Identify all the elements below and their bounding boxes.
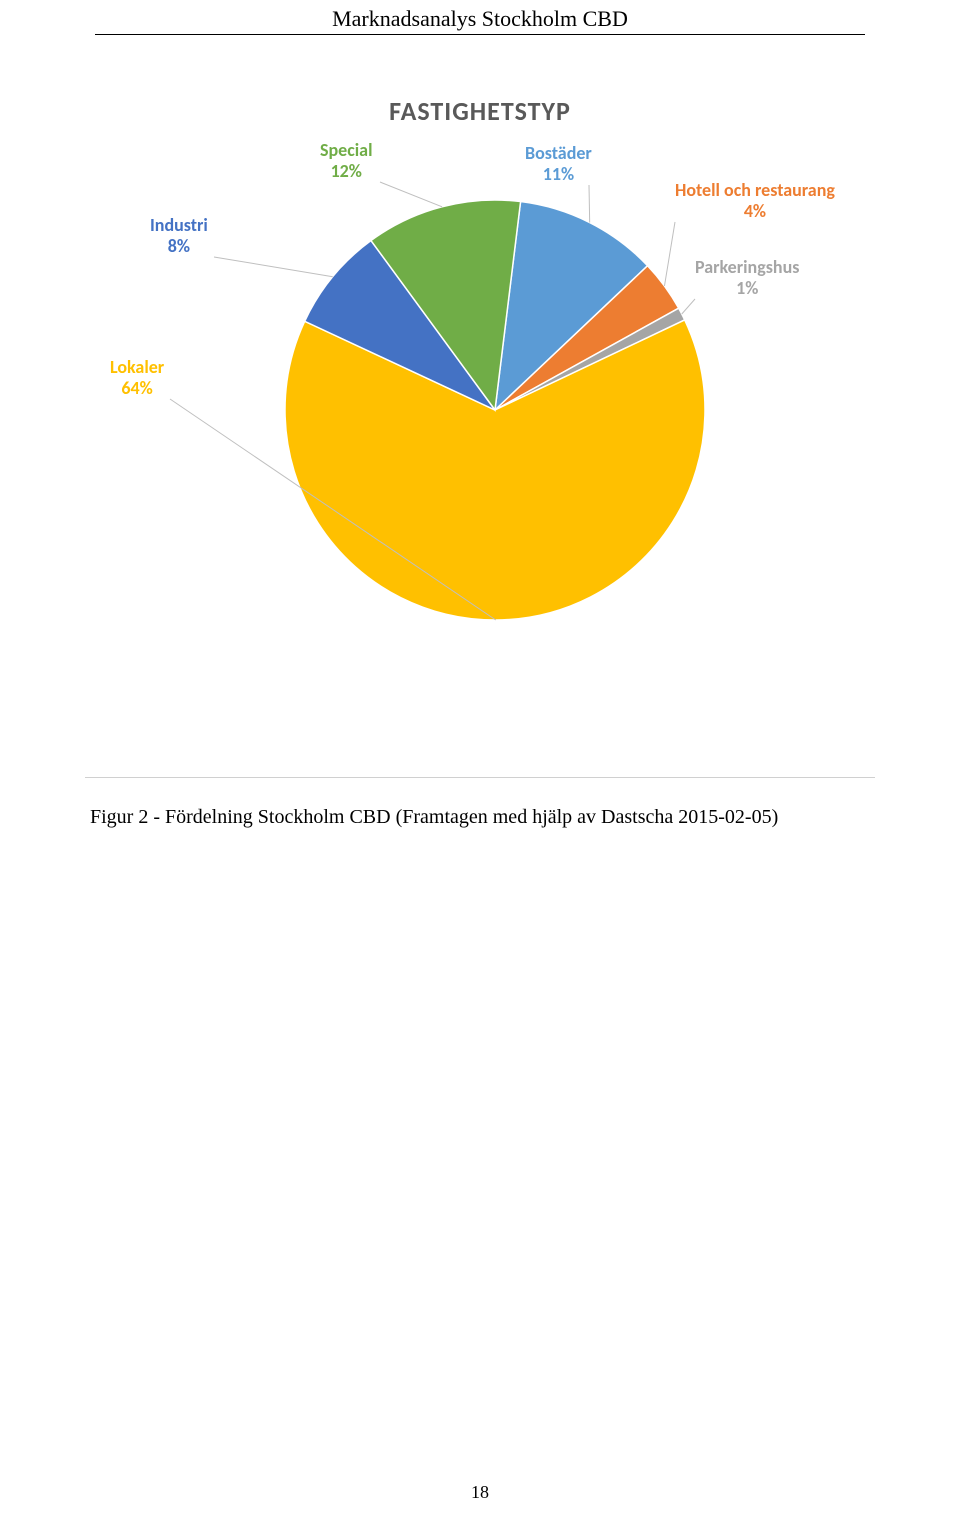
slice-label: Bostäder11%: [525, 143, 592, 184]
slice-label-name: Bostäder: [525, 142, 592, 164]
slice-label-pct: 1%: [695, 278, 799, 299]
page-number: 18: [0, 1482, 960, 1503]
slice-label-pct: 12%: [320, 161, 373, 182]
slice-label-name: Industri: [150, 214, 208, 236]
slice-label-pct: 8%: [150, 236, 208, 257]
slice-label: Special12%: [320, 140, 373, 181]
chart-title: FASTIGHETSTYP: [85, 95, 875, 127]
pie-chart: FASTIGHETSTYP Bostäder11% Hotell och rest…: [85, 85, 875, 765]
slice-label: Lokaler64%: [110, 357, 164, 398]
page: Marknadsanalys Stockholm CBD FASTIGHETST…: [0, 0, 960, 1521]
slice-label-name: Special: [320, 139, 373, 161]
page-header-title: Marknadsanalys Stockholm CBD: [0, 0, 960, 34]
slice-label: Hotell och restaurang4%: [675, 180, 835, 221]
pie-svg: [285, 200, 705, 620]
slice-label: Industri8%: [150, 215, 208, 256]
slice-label-name: Lokaler: [110, 356, 164, 378]
slice-label-pct: 11%: [525, 164, 592, 185]
chart-bottom-rule: [85, 777, 875, 778]
header-rule: [95, 34, 865, 35]
pie-holder: [285, 200, 705, 625]
figure-caption: Figur 2 - Fördelning Stockholm CBD (Fram…: [90, 806, 870, 829]
slice-label-pct: 4%: [675, 201, 835, 222]
slice-label-name: Hotell och restaurang: [675, 179, 835, 201]
slice-label-name: Parkeringshus: [695, 256, 799, 278]
slice-label-pct: 64%: [110, 378, 164, 399]
slice-label: Parkeringshus1%: [695, 257, 799, 298]
